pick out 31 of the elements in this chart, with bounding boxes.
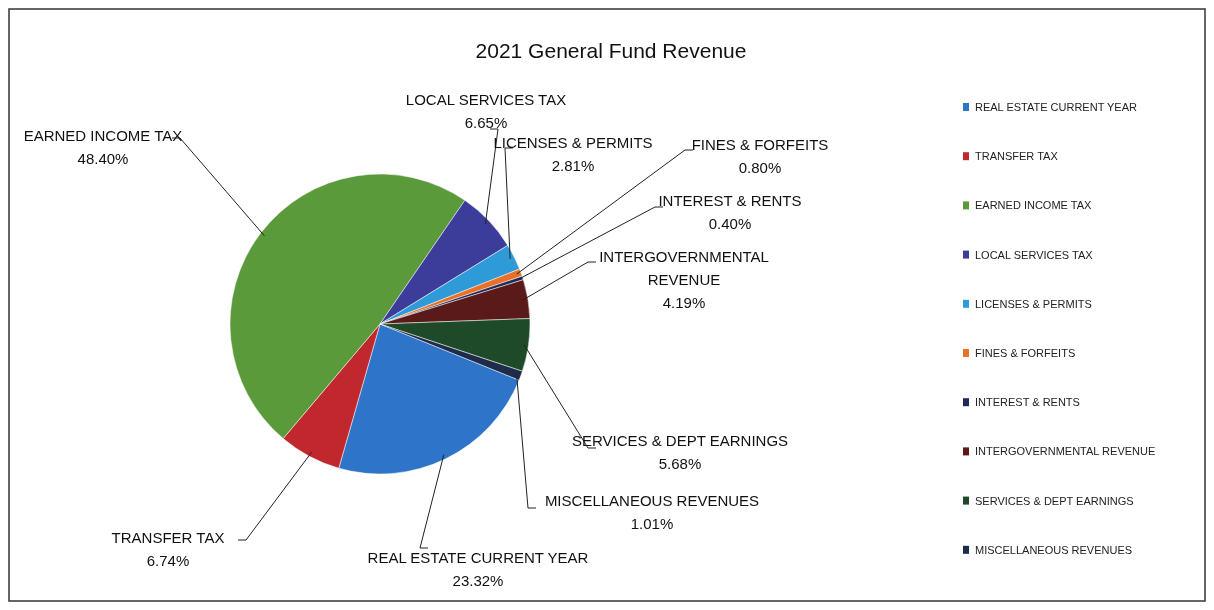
slice-label: REAL ESTATE CURRENT YEAR	[367, 549, 589, 566]
data-label: 2.81%	[551, 157, 595, 174]
data-label: 23.32%	[452, 572, 504, 589]
data-label: 48.40%	[77, 150, 129, 167]
slice-label: INTEREST & RENTS	[658, 192, 802, 209]
chart-title: 2021 General Fund Revenue	[475, 39, 747, 62]
slice-label: LICENSES & PERMITS	[493, 134, 653, 151]
slice-label: INTERGOVERNMENTAL REVENUE	[599, 248, 769, 288]
slice-label: MISCELLANEOUS REVENUES	[544, 492, 760, 509]
legend-label: EARNED INCOME TAX	[975, 199, 1092, 212]
slice-label: SERVICES & DEPT EARNINGS	[571, 432, 789, 449]
legend-label: FINES & FORFEITS	[975, 347, 1076, 359]
data-label: 0.80%	[738, 159, 782, 176]
legend-label: MISCELLANEOUS REVENUES	[975, 543, 1133, 556]
data-label: 4.19%	[662, 294, 706, 311]
slice-label: EARNED INCOME TAX	[23, 127, 183, 144]
legend-label: TRANSFER TAX	[975, 150, 1059, 163]
legend-label: INTERGOVERNMENTAL REVENUE	[975, 445, 1156, 458]
data-label: 5.68%	[658, 455, 702, 472]
legend-label: INTEREST & RENTS	[975, 396, 1080, 409]
data-label: 0.40%	[708, 215, 752, 232]
legend-label: LOCAL SERVICES TAX	[975, 248, 1094, 261]
legend-label: LICENSES & PERMITS	[975, 297, 1092, 310]
data-label: 6.65%	[464, 114, 508, 131]
data-label: 6.74%	[146, 552, 190, 569]
slice-label: FINES & FORFEITS	[691, 136, 829, 153]
slice-label: LOCAL SERVICES TAX	[405, 91, 567, 108]
slice-label: TRANSFER TAX	[111, 529, 225, 546]
data-label: 1.01%	[630, 515, 674, 532]
legend-label: SERVICES & DEPT EARNINGS	[975, 494, 1134, 507]
legend-label: REAL ESTATE CURRENT YEAR	[975, 101, 1138, 113]
